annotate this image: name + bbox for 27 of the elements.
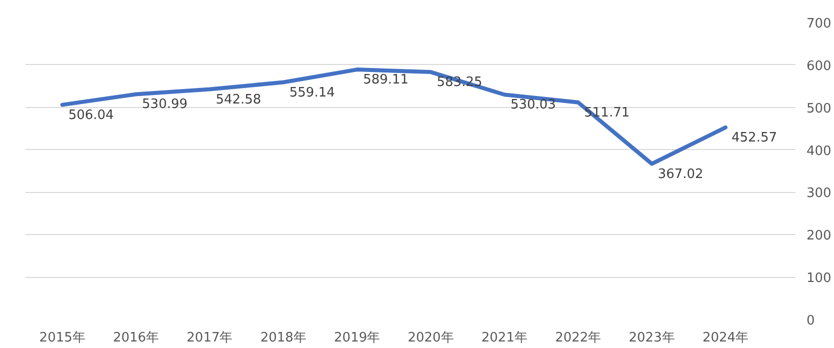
- data-label: 542.58: [216, 92, 262, 108]
- y-tick-label: 0: [806, 314, 815, 328]
- y-tick-label: 400: [806, 144, 832, 159]
- x-tick-label: 2016年: [112, 330, 160, 346]
- data-label: 452.57: [732, 130, 777, 146]
- x-tick-label: 2024年: [702, 330, 749, 346]
- x-tick-label: 2017年: [186, 330, 233, 346]
- y-tick-label: 700: [806, 16, 832, 32]
- x-tick-label: 2021年: [481, 330, 528, 346]
- data-label: 506.04: [68, 108, 114, 123]
- y-tick-label: 200: [806, 228, 832, 244]
- line-series: [60, 68, 728, 166]
- x-tick-label: 2020年: [408, 330, 454, 346]
- y-tick-label: 500: [806, 101, 832, 116]
- data-label: 367.02: [658, 166, 704, 182]
- data-label: 559.14: [289, 85, 335, 100]
- x-tick-label: 2022年: [555, 330, 602, 346]
- x-tick-label: 2015年: [39, 330, 86, 346]
- data-label: 530.99: [142, 97, 188, 112]
- x-tick-label: 2018年: [260, 330, 306, 346]
- y-tick-label: 600: [806, 58, 832, 74]
- y-tick-label: 300: [806, 186, 832, 202]
- x-tick-label: 2023年: [628, 330, 675, 346]
- x-tick-label: 2019年: [334, 330, 380, 346]
- data-label: 589.11: [363, 72, 409, 88]
- y-tick-label: 100: [806, 271, 832, 286]
- data-label: 530.03: [510, 98, 556, 113]
